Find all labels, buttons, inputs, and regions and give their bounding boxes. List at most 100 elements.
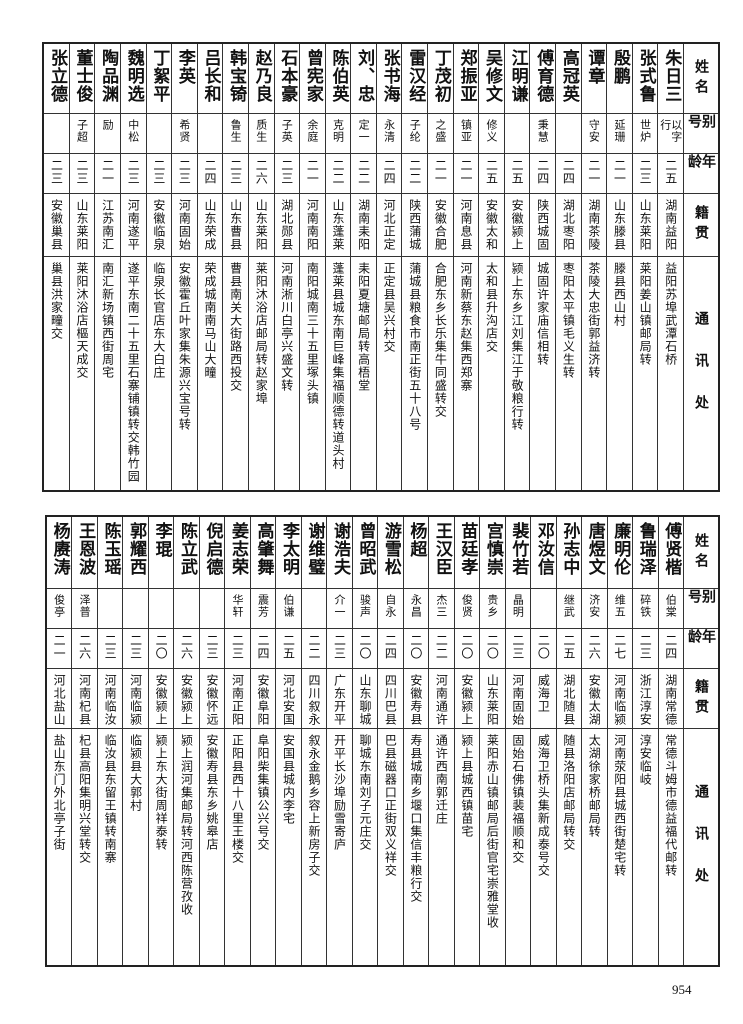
address-cell: 巢县洪家疃交 xyxy=(44,257,69,490)
person-alias: 克明 xyxy=(331,119,345,143)
person-column: 杨赓涛 俊亭 二一 河北盐山 盐山东门外北亭子街 xyxy=(46,517,72,965)
person-native: 河北安国 xyxy=(281,674,296,726)
person-age: 二六 xyxy=(254,159,269,185)
alias-cell: 永昌 xyxy=(403,589,429,629)
person-column: 李英 希贤 二三 河南固始 安徽霍丘叶家集朱源兴宝号转 xyxy=(171,44,197,490)
age-cell: 二四 xyxy=(530,154,556,194)
age-cell: 二〇 xyxy=(148,629,174,669)
native-cell: 陕西城固 xyxy=(530,194,556,257)
person-name: 陈立武 xyxy=(177,522,198,576)
person-address: 随县洛阳店邮局转交 xyxy=(561,734,576,851)
address-cell: 聊城东南刘子元庄交 xyxy=(353,729,377,965)
person-age: 二一 xyxy=(100,159,115,185)
person-alias: 修义 xyxy=(485,119,499,143)
person-native: 安徽怀远 xyxy=(205,674,220,726)
header-label-alias: 别号 xyxy=(686,589,716,609)
age-cell: 二〇 xyxy=(454,629,480,669)
alias-cell: 震芳 xyxy=(250,589,276,629)
address-cell: 寿县城南乡堰口集信丰粮行交 xyxy=(404,729,428,965)
name-cell: 宫慎崇 xyxy=(480,517,505,589)
person-column: 廉明伦 维五 二七 河南临颍 河南荥阳县城西街楚宅转 xyxy=(606,517,633,965)
person-native: 河南临汝 xyxy=(103,674,118,726)
address-cell: 正阳县西十八里王楼交 xyxy=(225,729,249,965)
native-cell: 安徽颍上 xyxy=(148,669,174,729)
person-alias: 质生 xyxy=(254,119,268,143)
person-address: 巢县洪家疃交 xyxy=(49,262,64,340)
address-cell: 常德斗姆市德益福代邮转 xyxy=(659,729,683,965)
person-column: 王汉臣 杰三 二二 河南通许 通许西南郭迁庄 xyxy=(428,517,454,965)
person-name: 江明谦 xyxy=(507,49,528,103)
name-cell: 高肇舞 xyxy=(250,517,276,589)
person-column: 韩宝锜 鲁生 二三 山东曹县 曹县南关大街路西投交 xyxy=(222,44,248,490)
name-cell: 刘、忠 xyxy=(351,44,376,114)
age-cell: 二六 xyxy=(248,154,274,194)
person-native: 湖北郧县 xyxy=(279,199,294,251)
alias-cell xyxy=(146,114,172,154)
person-age: 二一 xyxy=(433,159,448,185)
person-column: 郭耀西 二三 河南临颍 临颍县大郭村 xyxy=(122,517,148,965)
age-cell: 二一 xyxy=(607,154,632,194)
alias-cell: 贵乡 xyxy=(480,589,505,629)
age-cell: 二五 xyxy=(658,154,683,194)
alias-cell xyxy=(197,114,223,154)
person-age: 二五 xyxy=(510,159,525,185)
native-cell: 河南正阳 xyxy=(225,669,250,729)
person-address: 河南新蔡东赵集西郑寨 xyxy=(458,262,473,392)
page-number: 954 xyxy=(672,982,692,997)
age-cell: 二三 xyxy=(223,154,248,194)
person-address: 莱阳沐浴店樞天成交 xyxy=(75,262,90,379)
person-column: 丁絮平 二三 安徽临泉 临泉长官店东大白庄 xyxy=(145,44,172,490)
person-address: 莱阳沐浴店邮局转赵家埠 xyxy=(254,262,269,405)
native-cell: 山东莱阳 xyxy=(248,194,274,257)
age-cell: 二七 xyxy=(607,629,633,669)
person-address: 临汝县东留王镇转南寨 xyxy=(103,734,118,864)
native-cell: 山东莱阳 xyxy=(632,194,658,257)
name-cell: 姜志荣 xyxy=(225,517,250,589)
header-cell-address: 通讯处 xyxy=(684,729,718,965)
person-column: 李太明 伯谦 二五 河北安国 安国县城内李宅 xyxy=(275,517,301,965)
alias-cell: 泽普 xyxy=(72,589,97,629)
person-native: 安徽颍上 xyxy=(510,199,525,251)
person-alias: 子英 xyxy=(280,119,294,143)
native-cell: 河南临汝 xyxy=(97,669,123,729)
native-cell: 浙江淳安 xyxy=(633,669,658,729)
person-native: 河南临颍 xyxy=(612,674,627,726)
person-name: 谭章 xyxy=(584,49,605,85)
person-alias: 自永 xyxy=(383,594,397,618)
header-label-address: 通讯处 xyxy=(693,310,709,437)
person-name: 赵乃良 xyxy=(251,49,272,103)
person-alias: 碎铁 xyxy=(638,594,652,618)
native-cell: 安徽合肥 xyxy=(428,194,453,257)
address-cell: 河南新蔡东赵集西郑寨 xyxy=(454,257,479,490)
name-cell: 丁茂初 xyxy=(428,44,453,114)
person-column: 郑振亚 镇亚 二一 河南息县 河南新蔡东赵集西郑寨 xyxy=(452,44,479,490)
name-cell: 韩宝锜 xyxy=(223,44,248,114)
person-native: 河南固始 xyxy=(510,674,525,726)
person-age: 二二 xyxy=(306,634,321,660)
person-age: 二三 xyxy=(230,634,245,660)
native-cell: 河北正定 xyxy=(376,194,402,257)
native-cell: 安徽太湖 xyxy=(582,669,607,729)
address-cell: 阜阳柴集镇公兴号交 xyxy=(251,729,275,965)
person-name: 李琨 xyxy=(151,522,172,558)
person-address: 曹县南关大街路西投交 xyxy=(228,262,243,392)
alias-cell xyxy=(199,589,225,629)
age-cell: 二五 xyxy=(479,154,504,194)
person-native: 河南杞县 xyxy=(77,674,92,726)
person-native: 陕西城固 xyxy=(535,199,550,251)
person-alias: 济安 xyxy=(587,594,601,618)
alias-cell xyxy=(123,589,148,629)
person-column: 雷汉经 子纶 二二 陕西蒲城 蒲城县粮食市南正街五十八号 xyxy=(401,44,428,490)
person-native: 江苏南汇 xyxy=(100,199,115,251)
person-column: 石本豪 子英 二三 湖北郧县 河南淅川白亭兴盛文转 xyxy=(273,44,300,490)
person-alias: 泽普 xyxy=(78,594,92,618)
alias-cell: 骏声 xyxy=(352,589,378,629)
person-alias: 继武 xyxy=(562,594,576,618)
native-cell: 河南杞县 xyxy=(72,669,97,729)
person-name: 游雪松 xyxy=(380,522,401,576)
native-cell: 河南固始 xyxy=(172,194,197,257)
person-age: 二〇 xyxy=(485,634,500,660)
age-cell: 二三 xyxy=(274,154,300,194)
person-age: 二七 xyxy=(612,634,627,660)
age-cell: 二三 xyxy=(632,154,658,194)
